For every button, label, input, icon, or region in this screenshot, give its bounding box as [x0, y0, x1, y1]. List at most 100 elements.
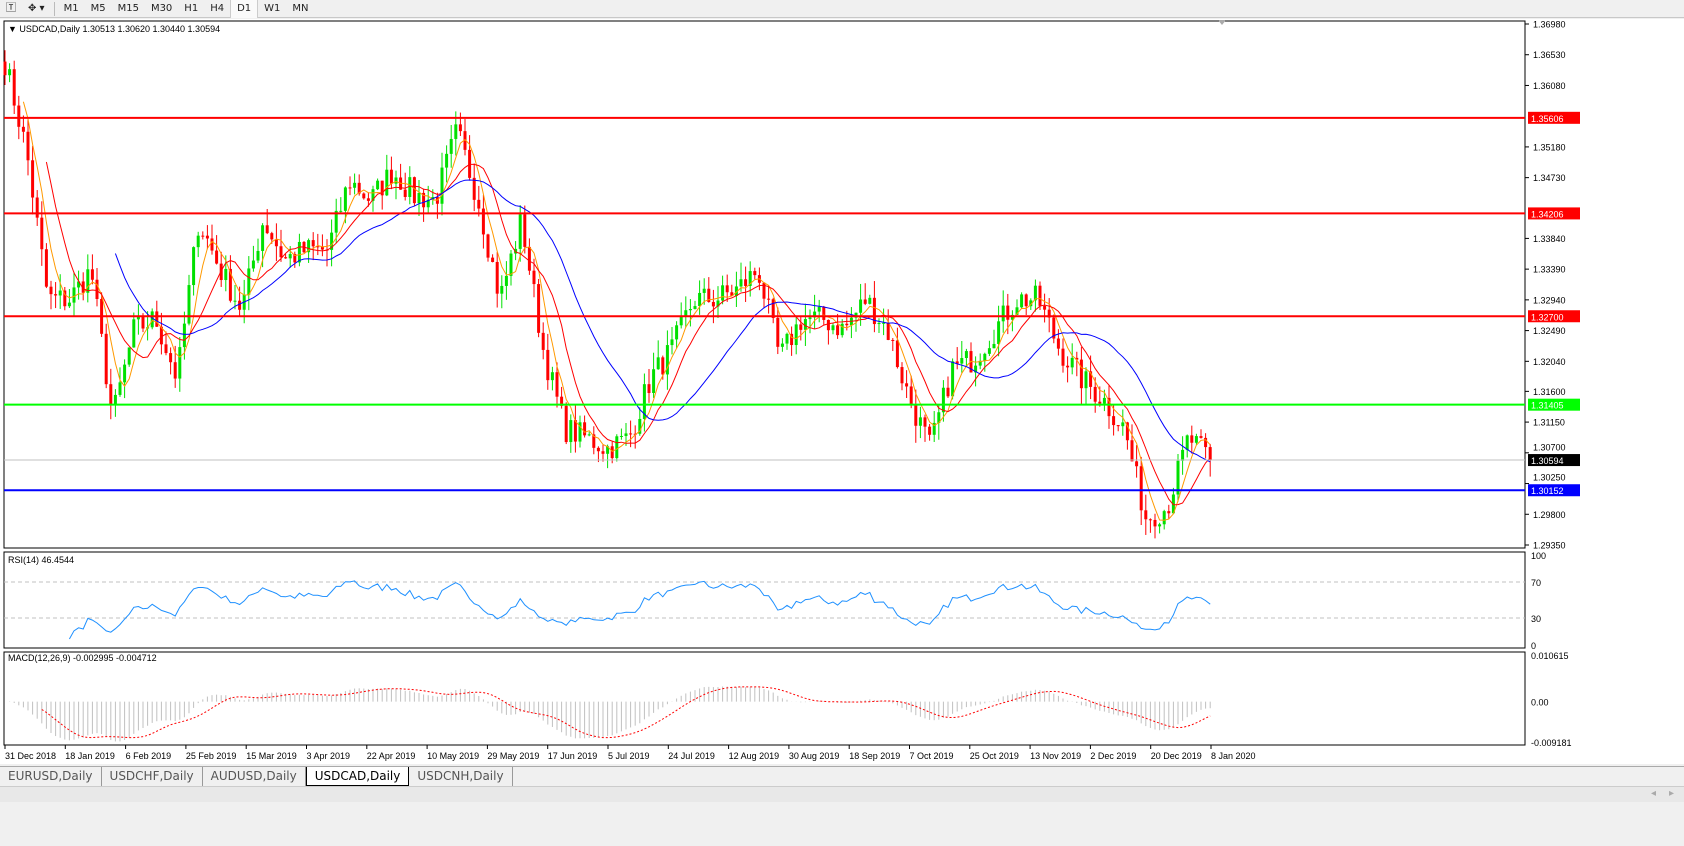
collapse-triangle-icon[interactable]: ▼: [8, 24, 19, 34]
timeframe-m5[interactable]: M5: [90, 2, 106, 14]
candle: [458, 112, 462, 136]
candle-body: [233, 300, 237, 302]
candle: [196, 231, 200, 258]
chart-tab[interactable]: USDCNH,Daily: [409, 767, 513, 786]
candle-body: [1194, 436, 1198, 443]
candle-body: [228, 268, 232, 301]
candle: [72, 271, 76, 317]
candle-body: [357, 182, 361, 194]
candle: [1135, 445, 1139, 478]
macd-signal-line: [41, 686, 1211, 739]
scroll-right-icon[interactable]: ▸: [1668, 788, 1674, 799]
candle: [1185, 434, 1189, 458]
candle-body: [17, 105, 21, 127]
candle: [813, 294, 817, 329]
chart-tab[interactable]: USDCHF,Daily: [102, 767, 203, 786]
candle-body: [35, 197, 39, 218]
timeframe-mn[interactable]: MN: [292, 2, 309, 14]
candle-body: [1015, 307, 1019, 315]
candle-body: [1102, 397, 1106, 404]
candle-body: [21, 126, 25, 132]
candle: [1194, 433, 1198, 445]
macd-tick-label: -0.009181: [1531, 738, 1572, 748]
candle: [1052, 314, 1056, 344]
candle: [316, 233, 320, 256]
candle-body: [1070, 357, 1074, 368]
candle-body: [422, 192, 426, 208]
candle: [652, 352, 656, 398]
candle-body: [77, 281, 81, 288]
text-tool-icon[interactable]: 🅃: [6, 2, 16, 14]
candle-body: [192, 247, 196, 286]
date-label: 6 Feb 2019: [126, 751, 172, 761]
candle-body: [629, 433, 633, 435]
candle-body: [440, 167, 444, 204]
timeframe-m15[interactable]: M15: [117, 2, 139, 14]
candle-body: [665, 345, 669, 375]
candle-body: [1185, 435, 1189, 450]
candle-body: [1181, 449, 1185, 461]
candle: [785, 332, 789, 350]
timeframe-m1[interactable]: M1: [63, 2, 79, 14]
candle: [1093, 377, 1097, 413]
candle-body: [320, 246, 324, 250]
candle: [550, 366, 554, 391]
candle: [730, 284, 734, 297]
candle-body: [224, 268, 228, 281]
chart-canvas[interactable]: 1.35606 1.34206 1.32700 1.31405 1.30152 1.305…: [0, 19, 1684, 764]
chart-tab[interactable]: EURUSD,Daily: [0, 767, 102, 786]
status-area: [0, 803, 1684, 846]
candle: [1089, 355, 1093, 400]
timeframe-w1[interactable]: W1: [264, 2, 281, 14]
scroll-left-icon[interactable]: ◂: [1650, 788, 1656, 799]
candle-body: [578, 422, 582, 442]
candle-body: [1176, 460, 1180, 495]
horizontal-scrollbar[interactable]: ◂ ▸: [0, 786, 1684, 802]
candle: [776, 307, 780, 355]
date-label: 30 Aug 2019: [789, 751, 840, 761]
timeframe-d1[interactable]: D1: [230, 0, 259, 18]
candle-body: [380, 180, 384, 196]
candle-body: [721, 285, 725, 301]
candle: [744, 266, 748, 302]
candle: [1204, 433, 1208, 459]
candle-body: [486, 234, 490, 258]
candle-body: [569, 420, 573, 443]
candle: [794, 315, 798, 355]
candle-body: [946, 387, 950, 397]
candle-body: [12, 69, 16, 106]
candle: [1038, 281, 1042, 311]
chart-tabs: EURUSD,Daily USDCHF,Daily AUDUSD,Daily USDC…: [0, 766, 1684, 786]
candle-body: [817, 306, 821, 312]
candle: [532, 258, 536, 298]
chart-tab[interactable]: USDCAD,Daily: [305, 767, 410, 786]
candle-body: [1029, 300, 1033, 307]
timeframe-h4[interactable]: H4: [210, 2, 225, 14]
timeframe-h1[interactable]: H1: [184, 2, 199, 14]
candle-body: [95, 279, 99, 300]
candle-body: [983, 353, 987, 361]
current-price-bg: [1528, 454, 1580, 467]
candle-body: [656, 357, 660, 370]
candle-body: [1066, 365, 1070, 368]
candle: [716, 286, 720, 319]
candle: [780, 338, 784, 352]
objects-dropdown-icon[interactable]: ✥ ▾: [28, 2, 45, 14]
chart-window[interactable]: 1.35606 1.34206 1.32700 1.31405 1.30152 1.305…: [0, 19, 1684, 764]
candle-body: [808, 317, 812, 320]
candle: [1043, 293, 1047, 323]
candle: [215, 235, 219, 265]
symbol-header: ▼ USDCAD,Daily 1.30513 1.30620 1.30440 1…: [8, 24, 220, 34]
candle: [8, 63, 12, 83]
candle: [928, 423, 932, 441]
candle-body: [109, 384, 113, 406]
candle: [964, 348, 968, 367]
timeframe-m30[interactable]: M30: [150, 2, 173, 14]
chart-tab[interactable]: AUDUSD,Daily: [203, 767, 306, 786]
candle: [445, 145, 449, 183]
candle: [104, 323, 108, 389]
candle: [31, 145, 35, 215]
level-label-bg: [1528, 207, 1580, 220]
candle: [468, 135, 472, 181]
candle-body: [960, 358, 964, 364]
